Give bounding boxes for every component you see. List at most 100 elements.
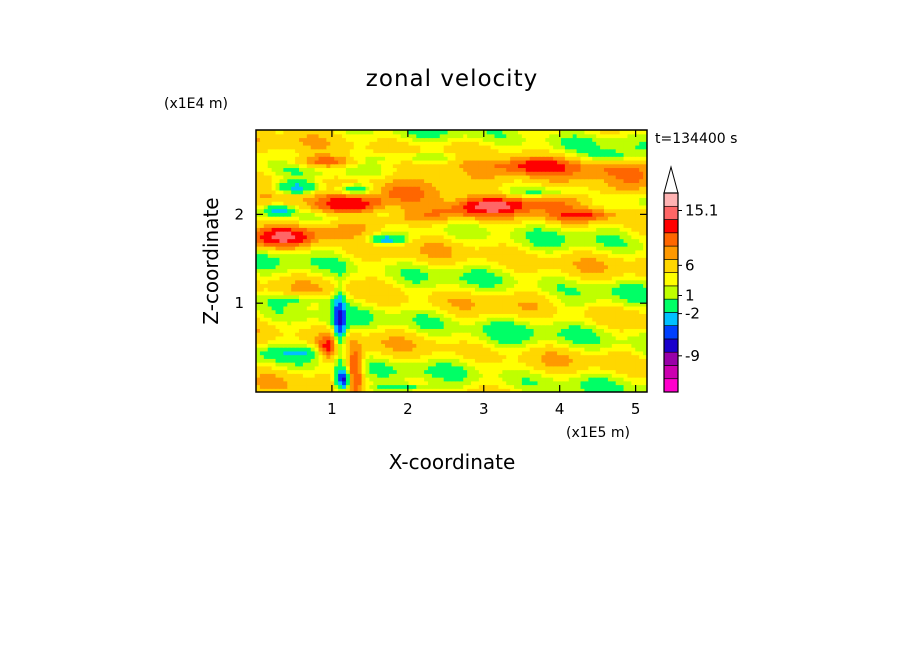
heatmap-cell [576, 365, 582, 371]
heatmap-cell [584, 339, 589, 344]
heatmap-cell [474, 320, 480, 326]
heatmap-cell [439, 365, 445, 371]
heatmap-cell [514, 317, 519, 322]
heatmap-cell [498, 332, 503, 337]
heatmap-cell [502, 362, 507, 367]
heatmap-cell [279, 279, 284, 285]
heatmap-cell [283, 362, 288, 367]
heatmap-cell [381, 275, 386, 281]
heatmap-cell [615, 313, 621, 318]
heatmap-cell [256, 377, 261, 382]
heatmap-cell [373, 287, 378, 292]
heatmap-cell [494, 384, 500, 389]
heatmap-cell [521, 264, 527, 270]
heatmap-cell [580, 332, 586, 337]
heatmap-cell [478, 238, 484, 243]
heatmap-cell [603, 302, 609, 307]
heatmap-cell [541, 261, 546, 266]
heatmap-cell [439, 350, 445, 356]
heatmap-cell [545, 350, 550, 356]
heatmap-cell [541, 246, 546, 251]
heatmap-cell [400, 373, 406, 378]
heatmap-cell [283, 283, 288, 288]
heatmap-cell [607, 287, 613, 292]
heatmap-cell [611, 204, 617, 210]
heatmap-cell [318, 261, 324, 266]
heatmap-cell [295, 246, 300, 251]
heatmap-cell [627, 261, 632, 266]
heatmap-cell [545, 339, 550, 344]
heatmap-cell [502, 290, 507, 296]
heatmap-cell [338, 388, 343, 392]
heatmap-cell [275, 268, 281, 273]
heatmap-cell [388, 335, 394, 341]
heatmap-cell [611, 350, 617, 356]
heatmap-cell [510, 309, 515, 314]
heatmap-cell [639, 234, 644, 240]
heatmap-cell [435, 339, 441, 344]
heatmap-cell [353, 227, 359, 232]
heatmap-cell [361, 309, 367, 314]
heatmap-cell [494, 377, 500, 382]
heatmap-cell [474, 238, 480, 243]
heatmap-cell [353, 365, 359, 371]
heatmap-cell [314, 238, 320, 243]
heatmap-cell [603, 227, 609, 232]
heatmap-cell [357, 219, 363, 225]
heatmap-cell [342, 377, 347, 382]
heatmap-cell [357, 298, 363, 303]
heatmap-cell [431, 335, 437, 341]
heatmap-cell [588, 261, 593, 266]
heatmap-cell [615, 302, 621, 307]
heatmap-cell [451, 305, 457, 311]
heatmap-cell [631, 377, 636, 382]
heatmap-cell [549, 261, 554, 266]
heatmap-cell [365, 305, 370, 311]
heatmap-cell [572, 335, 578, 341]
heatmap-cell [314, 362, 320, 367]
heatmap-cell [400, 298, 406, 303]
heatmap-cell [502, 268, 507, 273]
heatmap-cell [631, 219, 636, 225]
heatmap-cell [545, 242, 550, 247]
heatmap-cell [330, 298, 335, 303]
heatmap-cell [541, 219, 546, 225]
heatmap-cell [510, 246, 515, 251]
heatmap-cell [467, 358, 472, 363]
heatmap-cell [431, 320, 437, 326]
heatmap-cell [388, 358, 394, 363]
heatmap-cell [291, 354, 296, 359]
heatmap-cell [256, 227, 261, 232]
heatmap-cell [474, 268, 480, 273]
heatmap-cell [259, 298, 265, 303]
heatmap-cell [385, 332, 390, 337]
heatmap-cell [486, 320, 492, 326]
heatmap-cell [361, 279, 367, 285]
heatmap-cell [541, 313, 546, 318]
heatmap-cell [435, 242, 441, 247]
heatmap-cell [416, 369, 421, 374]
heatmap-cell [263, 275, 269, 281]
heatmap-cell [459, 354, 464, 359]
heatmap-cell [388, 298, 394, 303]
heatmap-cell [514, 347, 519, 352]
heatmap-cell [428, 283, 433, 288]
heatmap-cell [365, 320, 370, 326]
heatmap-cell [557, 264, 562, 270]
heatmap-cell [463, 231, 468, 236]
heatmap-cell [314, 242, 320, 247]
heatmap-cell [639, 227, 644, 232]
heatmap-cell [490, 302, 496, 307]
heatmap-cell [373, 362, 378, 367]
heatmap-cell [275, 335, 281, 341]
heatmap-cell [607, 358, 613, 363]
heatmap-cell [525, 339, 531, 344]
heatmap-cell [643, 287, 647, 292]
heatmap-cell [342, 275, 347, 281]
heatmap-cell [514, 272, 519, 277]
heatmap-cell [533, 212, 539, 217]
heatmap-cell [416, 388, 421, 392]
heatmap-cell [412, 246, 417, 251]
heatmap-cell [256, 275, 261, 281]
heatmap-cell [431, 354, 437, 359]
